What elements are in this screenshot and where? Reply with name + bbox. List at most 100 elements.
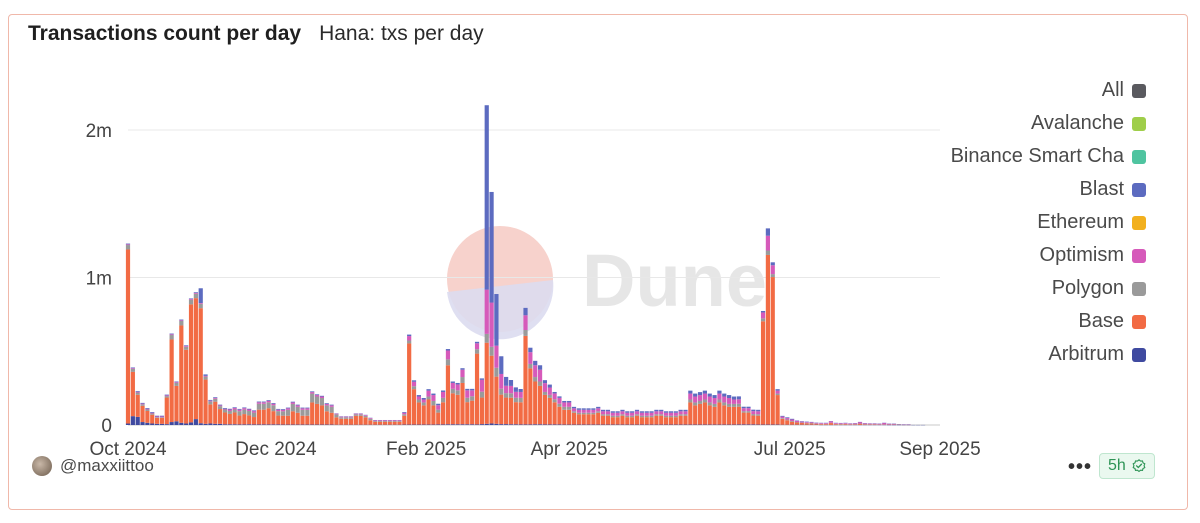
x-tick-label: Oct 2024	[89, 439, 167, 460]
bar-segment	[494, 294, 499, 346]
bar-segment	[542, 380, 548, 384]
bar-segment	[300, 407, 305, 409]
bar-segment	[382, 421, 388, 425]
bar-segment	[184, 423, 189, 425]
bar-segment	[339, 418, 344, 425]
more-options-button[interactable]: •••	[1068, 456, 1093, 478]
bar-segment	[557, 396, 562, 398]
bar-segment	[310, 391, 315, 393]
bar-segment	[135, 392, 140, 395]
bar-segment	[523, 315, 528, 331]
bar-segment	[174, 421, 179, 425]
bar-segment	[416, 396, 421, 400]
bar-segment	[266, 408, 271, 425]
refresh-status-badge[interactable]: 5h	[1099, 453, 1155, 479]
bar-segment	[271, 424, 276, 425]
bar-segment	[571, 406, 577, 409]
bar-segment	[387, 421, 392, 422]
bar-segment	[242, 407, 247, 409]
bar-segment	[770, 265, 775, 275]
bar-segment	[683, 411, 688, 415]
legend-item[interactable]: Optimism	[946, 239, 1146, 272]
bar-segment	[305, 407, 310, 409]
bar-segment	[722, 405, 727, 425]
bar-segment	[266, 402, 271, 409]
bar-segment	[125, 243, 131, 245]
legend-item[interactable]: Base	[946, 305, 1146, 338]
y-tick-label: 0	[101, 416, 112, 437]
bar-segment	[504, 424, 509, 425]
bar-segment	[848, 423, 853, 425]
bar-segment	[368, 418, 373, 419]
bar-segment	[208, 401, 213, 405]
bar-segment	[314, 394, 320, 396]
legend-item[interactable]: Blast	[946, 173, 1146, 206]
bar-segment	[319, 396, 325, 398]
bar-segment	[630, 415, 635, 418]
bar-segment	[562, 409, 567, 425]
bar-segment	[203, 376, 208, 380]
bar-segment	[780, 416, 785, 419]
bar-segment	[523, 330, 528, 336]
bar-segment	[746, 408, 751, 412]
bar-segment	[125, 244, 131, 246]
bar-segment	[717, 399, 722, 403]
bar-segment	[154, 417, 160, 418]
bar-segment	[256, 402, 261, 404]
bar-segment	[736, 403, 741, 407]
bar-segment	[814, 423, 819, 425]
bar-segment	[174, 381, 179, 383]
bar-segment	[751, 409, 756, 412]
bar-segment	[547, 394, 552, 398]
bar-segment	[731, 406, 737, 425]
bar-segment	[261, 409, 266, 425]
bar-segment	[644, 417, 649, 425]
bar-segment	[348, 418, 354, 425]
bar-segment	[470, 388, 475, 391]
bar-segment	[184, 346, 189, 350]
bar-segment	[547, 424, 552, 425]
author-info[interactable]: @maxxiittoo	[32, 456, 154, 476]
bar-segment	[290, 403, 295, 412]
x-tick-label: Jul 2025	[754, 439, 826, 460]
legend-label: Polygon	[1051, 277, 1124, 299]
bar-segment	[130, 367, 135, 369]
bar-segment	[746, 412, 751, 425]
bar-segment	[819, 424, 824, 425]
bar-segment	[465, 388, 470, 391]
legend-item[interactable]: Arbitrum	[946, 338, 1146, 371]
legend-item[interactable]: Ethereum	[946, 206, 1146, 239]
bar-segment	[664, 417, 669, 425]
bar-segment	[867, 423, 872, 425]
bar-segment	[557, 403, 562, 407]
chart-legend: All Avalanche Binance Smart Cha Blast Ethere…	[946, 74, 1146, 371]
bar-segment	[125, 423, 131, 425]
bar-segment	[198, 308, 203, 424]
bar-segment	[242, 424, 247, 425]
bar-segment	[251, 410, 257, 412]
bar-segment	[198, 423, 203, 425]
bar-segment	[218, 405, 223, 407]
legend-item[interactable]: Avalanche	[946, 107, 1146, 140]
bar-segment	[261, 403, 266, 410]
bar-segment	[600, 409, 606, 412]
bar-segment	[843, 423, 848, 424]
bar-segment	[693, 396, 698, 403]
bar-segment	[232, 412, 237, 425]
bar-segment	[358, 415, 363, 425]
bar-segment	[164, 395, 169, 397]
bar-segment	[668, 412, 674, 416]
legend-label: Optimism	[1039, 244, 1124, 266]
bar-segment	[557, 406, 562, 425]
legend-item[interactable]: All	[946, 74, 1146, 107]
bar-segment	[300, 409, 305, 416]
bar-segment	[247, 408, 252, 410]
bar-segment	[794, 422, 800, 425]
bar-segment	[576, 412, 581, 415]
bar-segment	[445, 359, 451, 366]
bar-segment	[600, 415, 606, 425]
legend-item[interactable]: Binance Smart Cha	[946, 140, 1146, 173]
legend-item[interactable]: Polygon	[946, 272, 1146, 305]
bar-segment	[460, 368, 465, 370]
bar-segment	[305, 408, 310, 410]
